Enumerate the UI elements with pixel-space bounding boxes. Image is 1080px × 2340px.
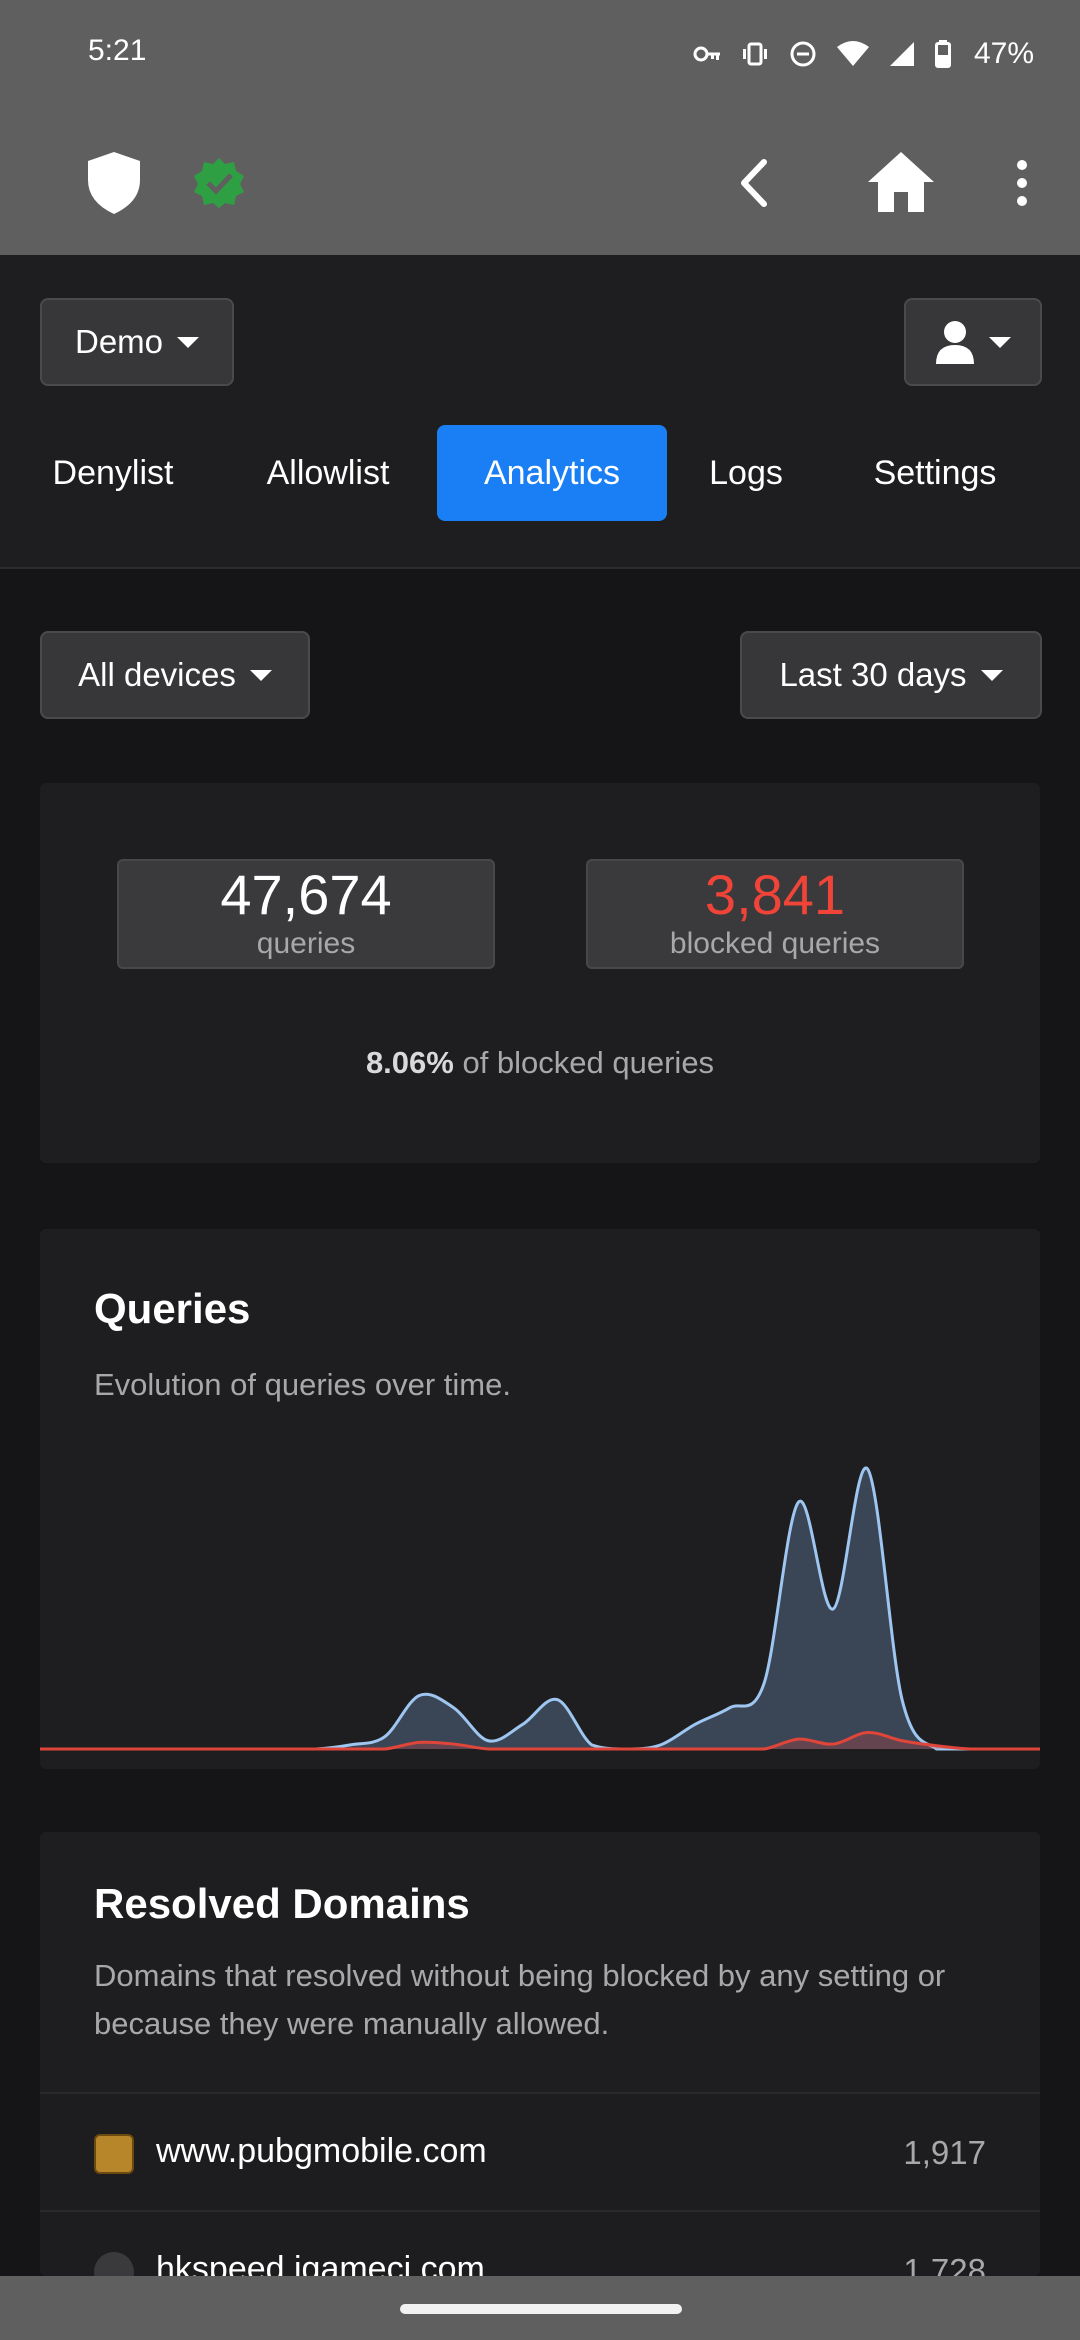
tab-analytics[interactable]: Analytics	[437, 425, 667, 521]
system-nav-bar	[0, 2276, 1080, 2340]
pubg-mobile-icon	[94, 2134, 134, 2174]
queries-card-title: Queries	[94, 1285, 251, 1332]
blocked-value: 3,841	[704, 863, 846, 926]
shield-icon	[88, 152, 140, 214]
page-header: Demo Denylist Allowlist Analytics Logs S…	[0, 255, 1080, 569]
tab-label: Settings	[873, 453, 997, 492]
account-dropdown[interactable]	[904, 298, 1042, 386]
app-bar	[0, 110, 1080, 255]
home-icon[interactable]	[866, 150, 936, 214]
profile-label: Demo	[74, 323, 164, 360]
vpn-key-icon	[693, 46, 720, 62]
more-vert-icon[interactable]	[1012, 158, 1032, 208]
row-domain: hkspeed.igameci.com	[156, 2250, 485, 2276]
tab-denylist[interactable]: Denylist	[26, 425, 200, 521]
home-gesture-handle[interactable]	[400, 2304, 682, 2314]
blocked-label: blocked queries	[669, 927, 881, 960]
row-count: 1,917	[903, 2134, 986, 2171]
status-icons: 47%	[692, 28, 1034, 80]
list-item[interactable]: www.pubgmobile.com 1,917	[40, 2092, 1040, 2214]
tab-label: Logs	[709, 453, 783, 492]
blocked-percent-line: 8.06% of blocked queries	[40, 1045, 1040, 1081]
tab-allowlist[interactable]: Allowlist	[240, 425, 416, 521]
back-icon[interactable]	[736, 158, 772, 208]
range-filter-dropdown[interactable]: Last 30 days	[740, 631, 1042, 719]
battery-icon	[934, 40, 951, 68]
tab-logs[interactable]: Logs	[688, 425, 804, 521]
chevron-down-icon	[249, 669, 272, 681]
row-count: 1,728	[903, 2252, 986, 2276]
wifi-icon	[836, 41, 869, 66]
blocked-percent-text: of blocked queries	[453, 1045, 715, 1080]
device-filter-dropdown[interactable]: All devices	[40, 631, 310, 719]
nav-tabs: Denylist Allowlist Analytics Logs Settin…	[0, 425, 1080, 525]
status-time: 5:21	[88, 34, 147, 67]
queries-stat: 47,674 queries	[117, 859, 495, 969]
site-favicon-icon	[94, 2252, 134, 2276]
tab-label: Allowlist	[266, 453, 390, 492]
queries-card: Queries Evolution of queries over time.	[40, 1229, 1040, 1769]
tab-settings[interactable]: Settings	[852, 425, 1018, 521]
vibrate-icon	[742, 42, 767, 66]
range-filter-label: Last 30 days	[779, 656, 967, 693]
resolved-card-title: Resolved Domains	[94, 1880, 470, 1927]
resolved-domains-card: Resolved Domains Domains that resolved w…	[40, 1832, 1040, 2276]
series-line-1	[40, 1731, 1040, 1751]
blocked-percent-value: 8.06%	[365, 1045, 454, 1080]
tab-label: Analytics	[483, 453, 621, 492]
status-bar: 5:21 47%	[0, 0, 1080, 110]
list-item[interactable]: hkspeed.igameci.com 1,728	[40, 2210, 1040, 2276]
tab-label: Denylist	[52, 453, 174, 492]
chevron-down-icon	[989, 336, 1011, 348]
battery-percent: 47%	[973, 37, 1034, 70]
profile-dropdown[interactable]: Demo	[40, 298, 234, 386]
do-not-disturb-icon	[790, 41, 816, 67]
user-icon	[936, 321, 974, 364]
queries-card-description: Evolution of queries over time.	[94, 1367, 511, 1402]
row-domain: www.pubgmobile.com	[156, 2132, 487, 2170]
verified-badge-icon	[194, 158, 244, 208]
queries-label: queries	[256, 927, 356, 960]
resolved-card-description: Domains that resolved without being bloc…	[94, 1958, 946, 2041]
blocked-stat: 3,841 blocked queries	[586, 859, 964, 969]
cellular-signal-icon	[889, 42, 914, 66]
queries-value: 47,674	[220, 863, 392, 926]
chevron-down-icon	[177, 336, 200, 348]
series-area-1	[40, 1732, 1040, 1749]
summary-card: 47,674 queries 3,841 blocked queries 8.0…	[40, 783, 1040, 1163]
queries-chart	[40, 1466, 1040, 1751]
chevron-down-icon	[980, 669, 1003, 681]
device-filter-label: All devices	[78, 656, 236, 693]
